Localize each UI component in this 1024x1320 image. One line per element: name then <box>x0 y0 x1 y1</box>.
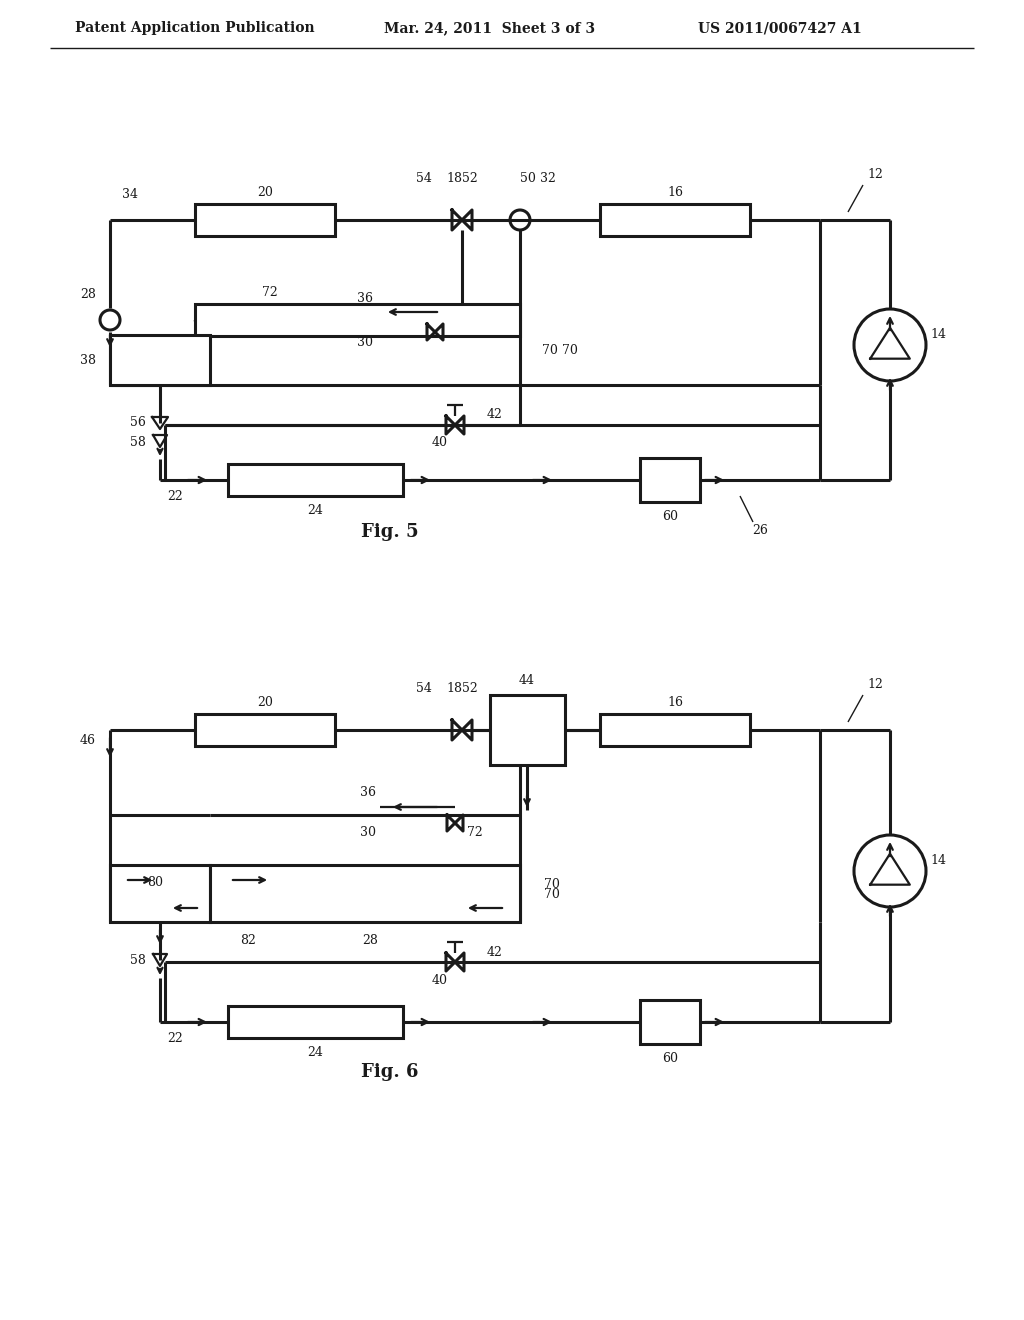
Text: 40: 40 <box>432 437 449 450</box>
Text: Fig. 6: Fig. 6 <box>361 1063 419 1081</box>
Text: 18: 18 <box>446 172 462 185</box>
Text: 22: 22 <box>167 490 183 503</box>
Text: 26: 26 <box>752 524 768 536</box>
Text: 42: 42 <box>487 408 503 421</box>
Text: 20: 20 <box>257 186 273 198</box>
Bar <box>640 1001 700 1044</box>
Bar <box>195 714 335 746</box>
Text: 14: 14 <box>930 854 946 867</box>
Text: 34: 34 <box>122 189 138 202</box>
Text: 60: 60 <box>662 1052 678 1064</box>
Text: 56: 56 <box>130 416 146 429</box>
Text: 50: 50 <box>520 172 536 185</box>
Bar <box>600 205 750 236</box>
Bar <box>490 696 565 766</box>
Text: 80: 80 <box>147 875 163 888</box>
Text: 70: 70 <box>544 887 560 900</box>
Text: 12: 12 <box>867 678 883 692</box>
Bar <box>228 1006 403 1038</box>
Text: 52: 52 <box>462 172 478 185</box>
Text: 40: 40 <box>432 974 449 986</box>
Text: 22: 22 <box>167 1031 183 1044</box>
Text: 20: 20 <box>257 696 273 709</box>
Text: 72: 72 <box>467 826 483 840</box>
Text: 18: 18 <box>446 681 462 694</box>
Bar <box>110 865 210 921</box>
Bar <box>110 335 210 385</box>
Text: 28: 28 <box>80 289 96 301</box>
Text: 42: 42 <box>487 945 503 958</box>
Text: 58: 58 <box>130 436 146 449</box>
Text: 82: 82 <box>240 933 256 946</box>
Text: 54: 54 <box>416 172 432 185</box>
Text: Fig. 5: Fig. 5 <box>361 523 419 541</box>
Text: 70: 70 <box>544 879 560 891</box>
Text: 28: 28 <box>362 933 378 946</box>
Text: 16: 16 <box>667 186 683 198</box>
Text: 46: 46 <box>80 734 96 747</box>
Text: 30: 30 <box>360 826 376 840</box>
Text: 38: 38 <box>80 354 96 367</box>
Text: 58: 58 <box>130 954 146 968</box>
Text: 70: 70 <box>562 343 578 356</box>
Text: 70: 70 <box>542 343 558 356</box>
Text: US 2011/0067427 A1: US 2011/0067427 A1 <box>698 21 862 36</box>
Bar <box>640 458 700 502</box>
Text: Mar. 24, 2011  Sheet 3 of 3: Mar. 24, 2011 Sheet 3 of 3 <box>384 21 596 36</box>
Text: 30: 30 <box>357 335 373 348</box>
Bar <box>195 304 520 337</box>
Text: 72: 72 <box>262 285 278 298</box>
Text: 24: 24 <box>307 503 323 516</box>
Text: 52: 52 <box>462 681 478 694</box>
Text: 24: 24 <box>307 1045 323 1059</box>
Bar <box>210 865 520 921</box>
Text: 36: 36 <box>357 292 373 305</box>
Bar <box>600 714 750 746</box>
Text: 32: 32 <box>540 172 556 185</box>
Text: 60: 60 <box>662 510 678 523</box>
Text: 12: 12 <box>867 169 883 181</box>
Text: Patent Application Publication: Patent Application Publication <box>75 21 314 36</box>
Text: 14: 14 <box>930 329 946 342</box>
Text: 44: 44 <box>519 673 535 686</box>
Text: 16: 16 <box>667 696 683 709</box>
Text: 54: 54 <box>416 681 432 694</box>
Bar <box>195 205 335 236</box>
Bar <box>228 465 403 496</box>
Text: 36: 36 <box>360 787 376 800</box>
